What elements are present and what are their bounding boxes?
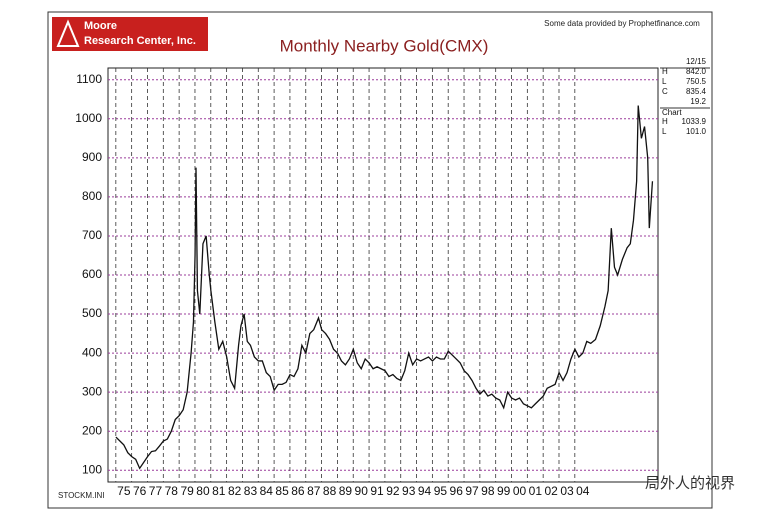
x-tick-label: 94 bbox=[418, 484, 432, 498]
info-label: Chart bbox=[662, 108, 682, 117]
y-tick-label: 100 bbox=[82, 462, 102, 476]
x-tick-label: 87 bbox=[307, 484, 321, 498]
y-tick-label: 400 bbox=[82, 345, 102, 359]
info-date: 12/15 bbox=[686, 57, 707, 66]
x-tick-label: 88 bbox=[323, 484, 337, 498]
x-tick-label: 97 bbox=[465, 484, 479, 498]
y-tick-label: 800 bbox=[82, 189, 102, 203]
source: Some data provided by Prophetfinance.com bbox=[544, 19, 700, 28]
x-tick-label: 02 bbox=[544, 484, 558, 498]
info-value: 19.2 bbox=[690, 97, 706, 106]
y-tick-label: 200 bbox=[82, 423, 102, 437]
info-value: 101.0 bbox=[686, 127, 707, 136]
x-tick-label: 00 bbox=[513, 484, 527, 498]
x-tick-label: 92 bbox=[386, 484, 400, 498]
chart-title: Monthly Nearby Gold(CMX) bbox=[280, 36, 489, 55]
x-tick-label: 04 bbox=[576, 484, 590, 498]
x-tick-label: 93 bbox=[402, 484, 416, 498]
y-tick-label: 600 bbox=[82, 267, 102, 281]
y-tick-label: 700 bbox=[82, 228, 102, 242]
y-tick-label: 900 bbox=[82, 150, 102, 164]
x-tick-label: 99 bbox=[497, 484, 511, 498]
x-tick-label: 95 bbox=[434, 484, 448, 498]
x-tick-label: 91 bbox=[370, 484, 384, 498]
x-tick-label: 96 bbox=[450, 484, 464, 498]
y-tick-label: 1100 bbox=[76, 72, 102, 86]
y-tick-label: 500 bbox=[82, 306, 102, 320]
x-tick-label: 90 bbox=[355, 484, 369, 498]
x-tick-label: 84 bbox=[260, 484, 274, 498]
info-key: L bbox=[662, 77, 667, 86]
logo-line: Moore bbox=[84, 20, 117, 32]
footer: STOCKM.INI bbox=[58, 491, 105, 500]
x-tick-label: 78 bbox=[165, 484, 179, 498]
info-key: H bbox=[662, 117, 668, 126]
y-tick-label: 1000 bbox=[75, 111, 102, 125]
logo-line: Research Center, Inc. bbox=[84, 35, 196, 47]
x-tick-label: 86 bbox=[291, 484, 305, 498]
x-tick-label: 85 bbox=[275, 484, 289, 498]
y-tick-label: 300 bbox=[82, 384, 102, 398]
info-key: C bbox=[662, 87, 668, 96]
x-tick-label: 75 bbox=[117, 484, 131, 498]
x-tick-label: 03 bbox=[560, 484, 574, 498]
info-value: 835.4 bbox=[686, 87, 707, 96]
info-key: H bbox=[662, 67, 668, 76]
info-value: 842.0 bbox=[686, 67, 707, 76]
frame bbox=[47, 11, 713, 509]
x-tick-label: 83 bbox=[244, 484, 258, 498]
price-line bbox=[115, 105, 654, 470]
x-tick-label: 89 bbox=[339, 484, 353, 498]
info-value: 750.5 bbox=[686, 77, 707, 86]
x-tick-label: 76 bbox=[133, 484, 147, 498]
x-tick-label: 82 bbox=[228, 484, 242, 498]
info-key: L bbox=[662, 127, 667, 136]
info-value: 1033.9 bbox=[682, 117, 707, 126]
x-tick-label: 01 bbox=[529, 484, 543, 498]
watermark: 局外人的视界 bbox=[645, 475, 735, 492]
x-tick-label: 77 bbox=[149, 484, 163, 498]
x-tick-label: 98 bbox=[481, 484, 495, 498]
x-tick-label: 81 bbox=[212, 484, 226, 498]
x-tick-label: 79 bbox=[180, 484, 194, 498]
x-tick-label: 80 bbox=[196, 484, 210, 498]
logo-icon bbox=[56, 19, 80, 47]
